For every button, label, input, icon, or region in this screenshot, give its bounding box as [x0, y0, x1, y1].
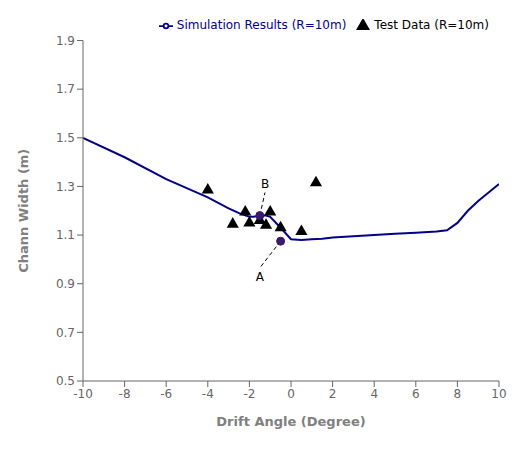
svg-text:Drift Angle (Degree): Drift Angle (Degree)	[216, 414, 365, 429]
html-text:Test Data (R=10m): Test Data (R=10m)	[374, 18, 489, 32]
svg-text:0.5: 0.5	[56, 374, 75, 388]
svg-text:0.9: 0.9	[56, 277, 75, 291]
svg-text:-10: -10	[73, 387, 93, 401]
svg-text:A: A	[256, 270, 265, 284]
svg-text:Chann Width (m): Chann Width (m)	[16, 149, 31, 273]
svg-text:1.1: 1.1	[56, 228, 75, 242]
svg-text:10: 10	[491, 387, 506, 401]
svg-text:1.5: 1.5	[56, 131, 75, 145]
svg-text:B: B	[261, 177, 269, 191]
svg-text:0.7: 0.7	[56, 326, 75, 340]
svg-text:8: 8	[454, 387, 462, 401]
svg-text:0: 0	[287, 387, 295, 401]
html-text:Simulation Results (R=10m): Simulation Results (R=10m)	[176, 18, 347, 32]
svg-text:1.9: 1.9	[56, 34, 75, 48]
svg-text:-2: -2	[243, 387, 255, 401]
svg-text:-4: -4	[202, 387, 214, 401]
svg-text:-8: -8	[119, 387, 131, 401]
svg-text:6: 6	[412, 387, 420, 401]
svg-text:2: 2	[329, 387, 337, 401]
svg-text:-6: -6	[160, 387, 172, 401]
svg-text:1.7: 1.7	[56, 82, 75, 96]
svg-text:4: 4	[370, 387, 378, 401]
svg-text:1.3: 1.3	[56, 180, 75, 194]
